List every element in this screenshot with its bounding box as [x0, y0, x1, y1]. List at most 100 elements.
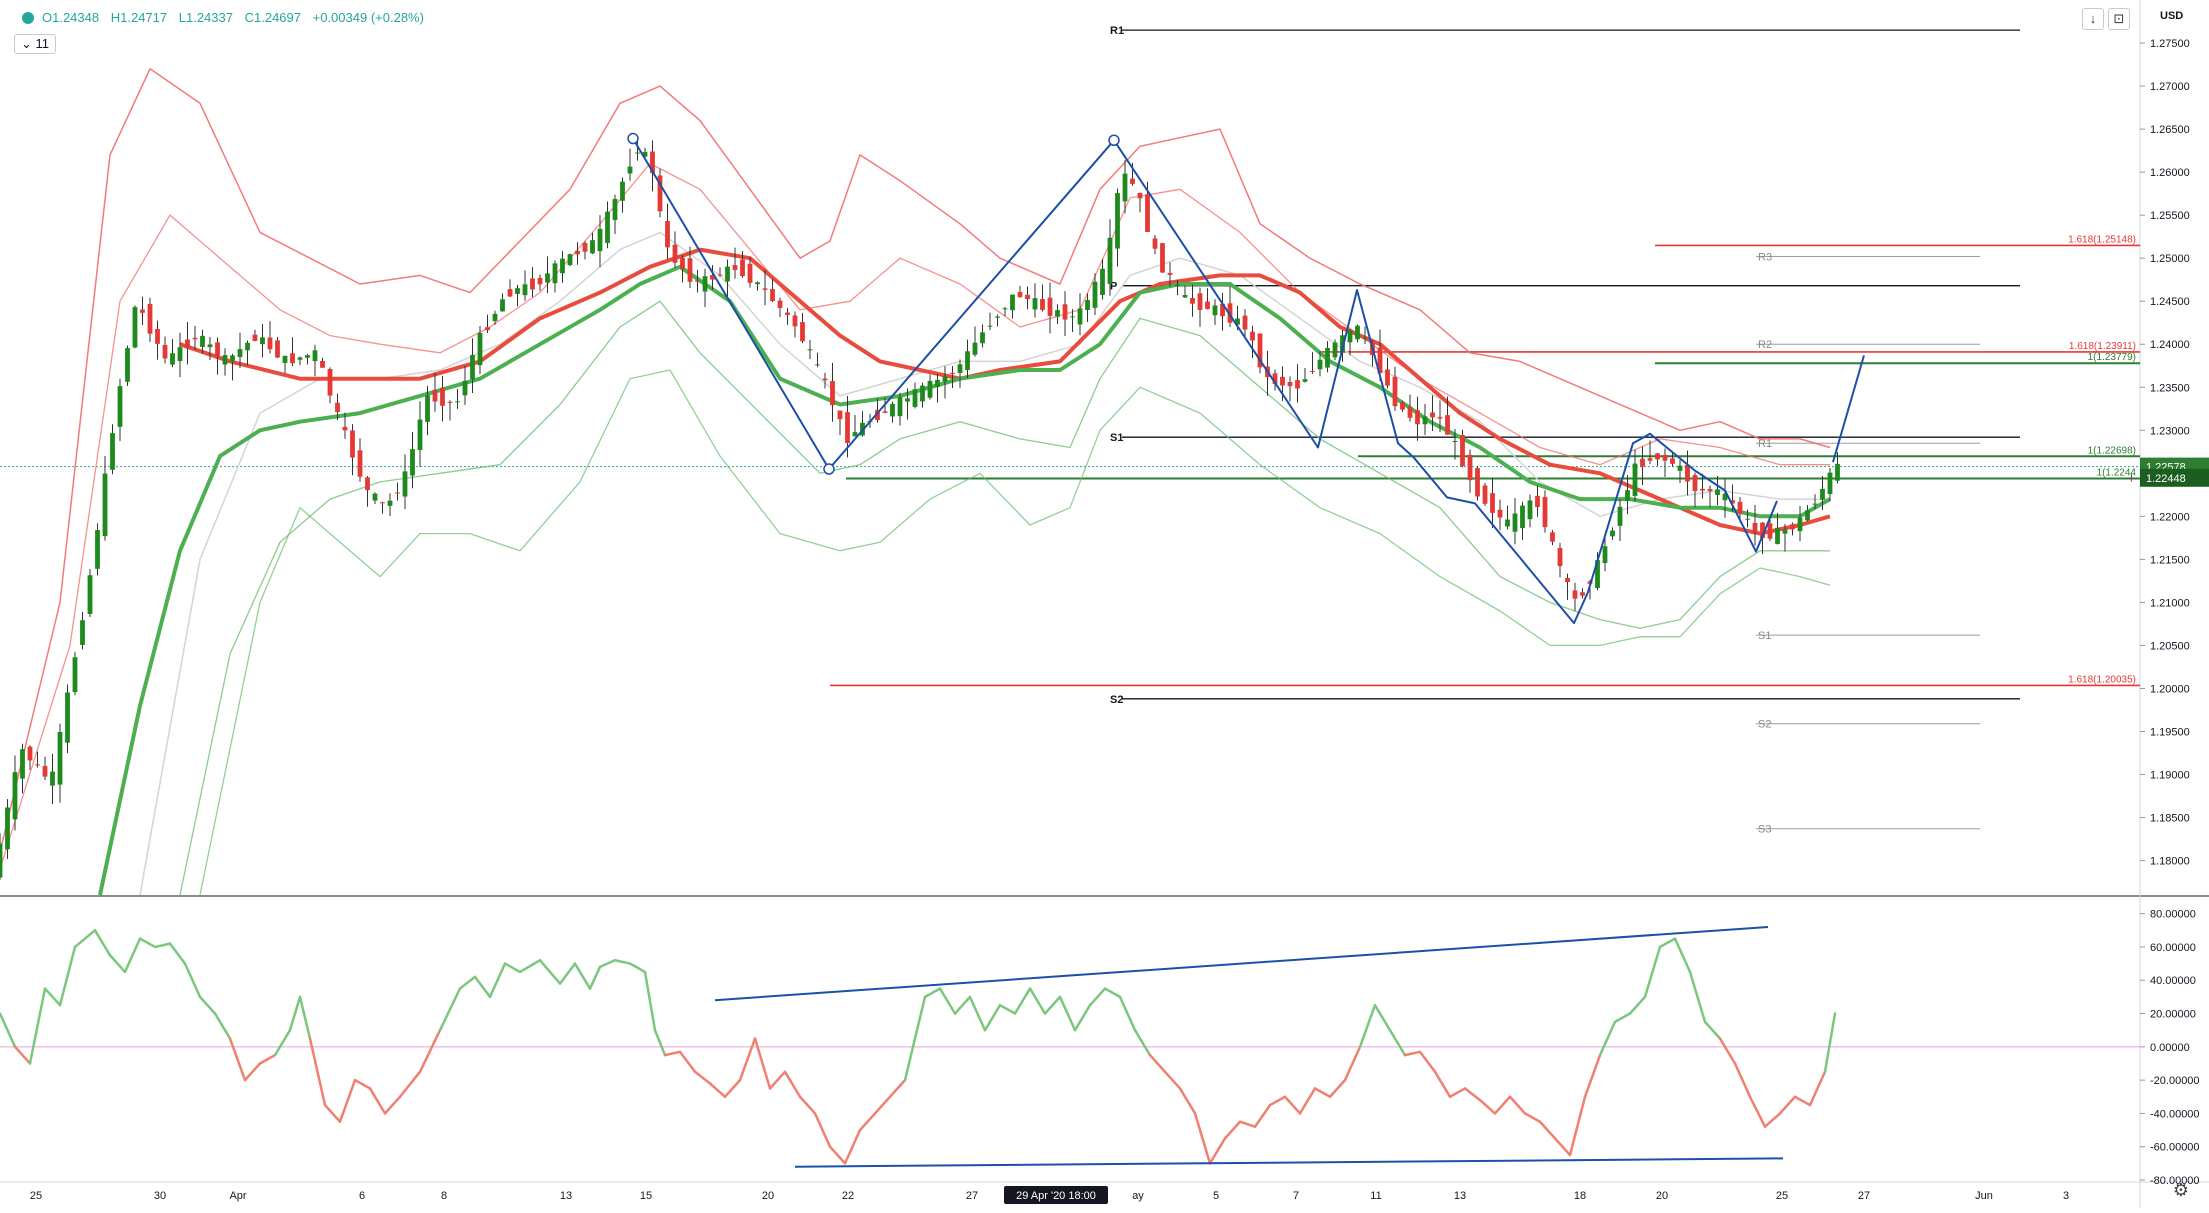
candle-body	[1175, 284, 1180, 287]
candle-body	[117, 386, 123, 427]
osc-tick-label: -40.00000	[2150, 1108, 2200, 1120]
candle-body	[1610, 530, 1615, 537]
osc-segment	[723, 1078, 742, 1099]
candle-body	[605, 211, 610, 244]
candle-body	[1497, 509, 1503, 518]
fib-label: 1.618(1.23911)	[2069, 341, 2136, 352]
candle-body	[762, 288, 768, 290]
arrow-down-icon[interactable]: ↓	[2082, 8, 2104, 30]
pivot-label-minor: S3	[1758, 824, 1771, 836]
currency-label: USD	[2160, 10, 2184, 22]
candle-body	[470, 354, 475, 380]
price-tick-label: 1.23000	[2150, 425, 2190, 437]
osc-segment	[13, 1045, 32, 1065]
candle-body	[950, 372, 955, 375]
symbol-status-dot[interactable]	[22, 11, 34, 24]
fib-label: 1.618(1.20035)	[2068, 674, 2136, 685]
osc-segment	[598, 959, 617, 969]
candle-body	[1160, 243, 1165, 273]
candle-body	[485, 327, 490, 331]
candle-body	[1820, 488, 1825, 500]
candle-body	[185, 339, 190, 349]
pivot-label-major: P	[1110, 281, 1117, 293]
price-label-text: 1.22448	[2146, 473, 2186, 485]
candle-body	[432, 390, 438, 402]
candle-body	[215, 342, 220, 357]
candle-body	[1197, 293, 1203, 310]
candle-body	[305, 355, 310, 358]
osc-segment	[338, 1078, 357, 1123]
price-tick-label: 1.24500	[2150, 296, 2190, 308]
candle-body	[1445, 415, 1450, 435]
osc-segment	[168, 942, 187, 965]
candle-body	[897, 397, 903, 417]
osc-tick-label: -20.00000	[2150, 1075, 2200, 1087]
x-tick-label: ay	[1132, 1190, 1144, 1202]
candle-body	[1700, 488, 1705, 491]
candle-body	[1257, 333, 1263, 368]
candle-body	[1490, 493, 1495, 513]
pivot-label-minor: S2	[1758, 719, 1771, 731]
candle-body	[147, 303, 153, 334]
osc-segment	[1808, 1070, 1827, 1107]
fib-label: 1(1.23779)	[2088, 352, 2136, 363]
interval-badge[interactable]: ⌄ 11	[14, 34, 57, 54]
candle-body	[1137, 192, 1143, 199]
camera-icon[interactable]: ⊡	[2108, 8, 2130, 30]
candle-body	[785, 312, 790, 315]
candle-body	[642, 151, 648, 157]
x-tick-label: 27	[966, 1190, 978, 1202]
candle-body	[665, 221, 670, 248]
candle-body	[1115, 193, 1120, 249]
candle-body	[500, 299, 505, 312]
candle-body	[447, 401, 453, 403]
candle-body	[1182, 295, 1188, 298]
gear-icon[interactable]: ⚙	[2172, 1180, 2189, 1200]
chevron-down-icon: ⌄	[21, 36, 32, 51]
candle-body	[965, 351, 970, 370]
candle-body	[1062, 304, 1068, 320]
osc-segment	[983, 1003, 1002, 1032]
candle-body	[1797, 517, 1803, 532]
candle-body	[1437, 416, 1443, 419]
osc-segment	[153, 942, 172, 949]
candle-body	[1707, 489, 1713, 492]
candle-body	[935, 379, 940, 387]
x-tick-label: Apr	[229, 1190, 246, 1202]
osc-segment	[858, 1112, 877, 1132]
candle-body	[1835, 463, 1840, 481]
candle-body	[905, 398, 910, 402]
osc-segment	[1403, 1050, 1422, 1057]
candle-body	[365, 477, 370, 491]
candle-body	[1722, 493, 1728, 501]
osc-segment	[473, 975, 492, 999]
candle-body	[140, 309, 145, 313]
candle-body	[1617, 506, 1623, 526]
candle-body	[567, 254, 573, 266]
band-green-lower-outer	[199, 369, 1831, 896]
candle-body	[1272, 373, 1278, 384]
osc-segment	[518, 959, 542, 974]
osc-tick-label: 20.00000	[2150, 1009, 2196, 1021]
candle-body	[612, 198, 618, 221]
x-tick-label: 27	[1858, 1190, 1870, 1202]
candle-body	[717, 274, 723, 276]
candle-body	[972, 342, 978, 355]
candle-body	[87, 575, 93, 615]
price-tick-label: 1.22000	[2150, 511, 2190, 523]
candle-body	[335, 402, 340, 413]
osc-segment	[953, 995, 972, 1015]
candle-body	[1482, 485, 1488, 504]
candle-body	[1677, 465, 1683, 471]
candle-body	[1302, 379, 1308, 382]
osc-segment	[0, 1012, 17, 1049]
osc-segment	[738, 1037, 757, 1082]
candle-body	[815, 364, 820, 366]
osc-segment	[228, 1037, 247, 1082]
zigzag-anchor-point	[1108, 134, 1120, 147]
legend-change: +0.00349 (+0.28%)	[312, 10, 424, 25]
candle-body	[1077, 308, 1083, 325]
candle-body	[237, 349, 243, 358]
candle-body	[1130, 178, 1135, 184]
candle-body	[777, 300, 783, 308]
